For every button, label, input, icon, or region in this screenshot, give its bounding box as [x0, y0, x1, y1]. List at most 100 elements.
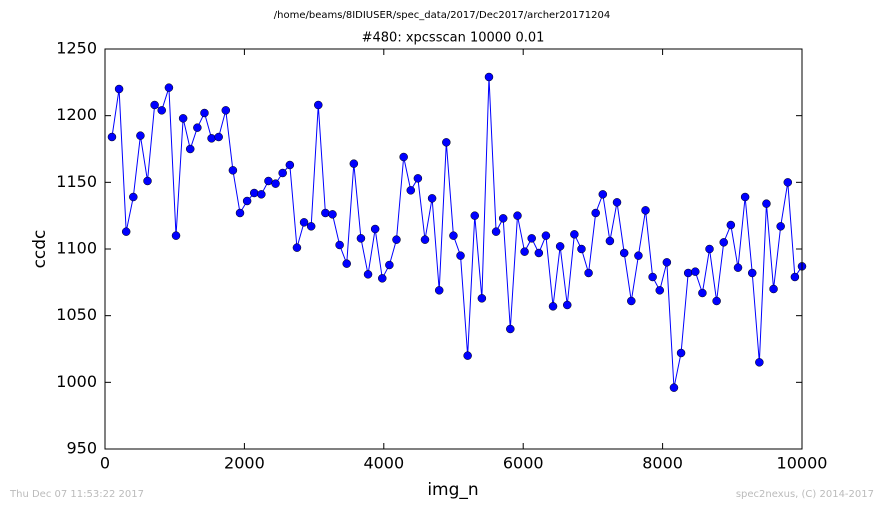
data-point — [484, 72, 494, 82]
data-point — [235, 208, 245, 218]
data-point — [228, 166, 238, 175]
data-point — [328, 210, 337, 219]
x-tick-label: 2000 — [224, 454, 265, 473]
data-point — [342, 259, 351, 268]
data-point — [491, 227, 501, 236]
data-point — [157, 106, 166, 115]
data-point — [413, 174, 423, 183]
plot-frame — [104, 48, 803, 450]
data-point — [178, 114, 188, 123]
data-point — [634, 251, 643, 260]
chart-title: #480: xpcsscan 10000 0.01 — [362, 31, 545, 46]
data-point — [143, 176, 152, 186]
data-point — [249, 188, 259, 198]
data-point — [356, 234, 366, 243]
data-point — [555, 242, 565, 251]
data-point — [121, 227, 131, 236]
data-point — [541, 231, 551, 240]
data-point — [619, 248, 629, 258]
x-axis-label: img_n — [427, 480, 478, 500]
data-point — [129, 192, 138, 202]
data-point — [662, 258, 672, 267]
data-point — [242, 196, 252, 206]
data-point — [434, 286, 444, 295]
data-point — [570, 230, 579, 239]
data-point — [150, 100, 159, 110]
data-point — [427, 194, 437, 203]
y-tick-label: 1100 — [56, 239, 97, 258]
data-point — [726, 220, 736, 230]
data-point — [506, 324, 515, 334]
data-point — [527, 234, 536, 243]
data-point — [264, 176, 273, 186]
data-point — [776, 222, 785, 231]
data-point — [627, 296, 636, 306]
data-point — [598, 190, 608, 199]
data-point — [378, 274, 387, 283]
data-point — [207, 134, 216, 143]
y-tick-label: 1250 — [56, 39, 97, 58]
data-point — [691, 267, 700, 276]
data-point — [605, 236, 615, 246]
data-point — [214, 132, 223, 142]
data-point — [185, 144, 195, 154]
data-point — [498, 214, 508, 223]
data-point — [278, 168, 287, 178]
data-point — [641, 206, 650, 215]
data-point — [107, 132, 117, 142]
data-point — [385, 260, 394, 270]
data-point — [193, 123, 202, 132]
y-axis-label: ccdc — [30, 230, 50, 269]
data-point — [669, 383, 679, 392]
data-point — [349, 159, 359, 168]
x-tick-label: 10000 — [777, 454, 828, 473]
data-point — [470, 211, 480, 220]
data-point — [442, 138, 451, 147]
x-tick-label: 6000 — [503, 454, 544, 473]
data-point — [733, 263, 743, 272]
data-point — [591, 208, 600, 218]
data-point — [655, 286, 664, 295]
data-point — [420, 235, 430, 244]
data-point — [769, 284, 778, 294]
x-tick-label: 4000 — [363, 454, 404, 473]
data-point — [292, 243, 302, 252]
series-line — [111, 76, 803, 388]
data-point — [221, 106, 231, 115]
data-point — [271, 179, 280, 188]
data-point — [577, 244, 586, 254]
data-point — [520, 247, 529, 256]
data-point — [719, 238, 728, 247]
data-point — [463, 351, 472, 360]
y-tick-label: 1000 — [56, 372, 97, 391]
data-point — [747, 268, 757, 278]
data-point — [370, 224, 380, 234]
data-point — [285, 160, 295, 170]
data-point — [306, 222, 316, 231]
data-point — [299, 218, 309, 227]
data-point — [335, 240, 344, 250]
y-tick-label: 1200 — [56, 105, 97, 124]
data-point — [314, 100, 323, 110]
data-point — [698, 288, 707, 298]
data-point — [114, 84, 124, 94]
x-tick-label: 0 — [100, 454, 110, 473]
data-point — [648, 272, 657, 282]
data-point — [534, 248, 544, 258]
data-point — [740, 192, 750, 202]
data-point — [164, 83, 174, 92]
data-point — [392, 235, 401, 244]
data-point — [712, 296, 721, 306]
data-point — [683, 268, 693, 278]
data-point — [399, 152, 408, 162]
data-point — [762, 199, 771, 208]
data-point — [363, 270, 373, 279]
data-point — [676, 348, 686, 358]
data-point — [790, 272, 800, 282]
data-point — [477, 294, 487, 303]
data-point — [548, 302, 558, 311]
suptitle: /home/beams/8IDIUSER/spec_data/2017/Dec2… — [274, 10, 610, 21]
footer-right: spec2nexus, (C) 2014-2017 — [736, 489, 874, 500]
